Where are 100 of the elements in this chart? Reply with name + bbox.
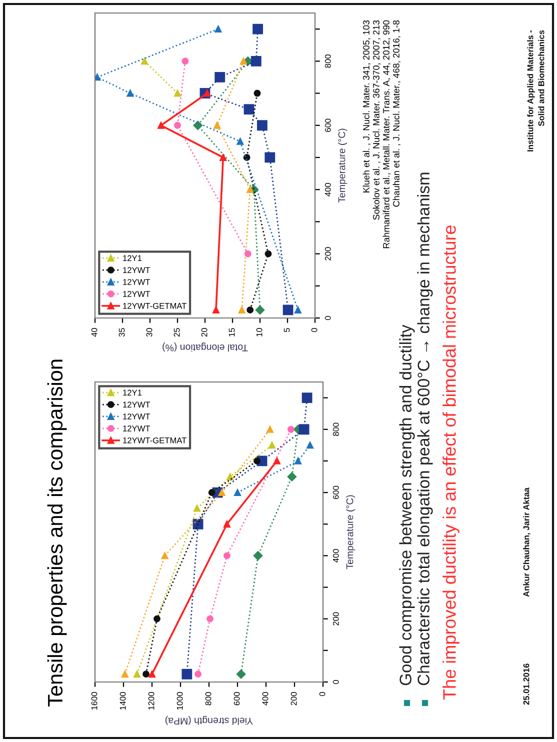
x-tick-label: 1600 [91, 692, 98, 710]
x-tick-label: 15 [228, 328, 235, 336]
x-tick-label: 1000 [176, 692, 183, 710]
point [302, 392, 312, 403]
y-tick-label: 600 [324, 118, 331, 132]
y-tick-label: 200 [324, 247, 331, 260]
point [294, 306, 302, 314]
point [208, 489, 216, 496]
legend-label: 12YWT [123, 426, 150, 432]
x-tick-label: 30 [146, 328, 152, 337]
legend-label: 12YWT-GETMAT [123, 437, 187, 444]
text: Good compromise between strength and ductility [399, 324, 415, 686]
point [306, 442, 314, 449]
text: Rahmanifard et al., Metall. Mater. Trans. A, 44, 2012, 990 [382, 20, 390, 248]
text: Sokolov et al. , J. Nucl. Mater. 367-370, 2007, 213 [372, 20, 380, 220]
point [154, 615, 160, 622]
text: Solid and Biomechanics [538, 30, 544, 126]
point [287, 472, 297, 482]
legend-label: 12Y1 [123, 255, 142, 262]
point [134, 670, 141, 678]
text: Klueh et al. , J. Nucl. Mater. 341, 2005, 103 [362, 20, 370, 192]
point [182, 668, 192, 680]
point [192, 518, 204, 530]
point [246, 306, 254, 314]
x-tick-label: 0 [319, 692, 326, 696]
text: The improved ductility is an effect of bimodal microstructure [442, 225, 460, 700]
point [246, 186, 254, 194]
text: 25.01.2016 [523, 664, 530, 705]
legend-label: 12Y1 [123, 390, 142, 396]
text: Tensile properties and its comparision [47, 360, 67, 707]
x-axis-title: Total elongation (%) [162, 342, 248, 352]
y-tick-label: 800 [324, 54, 331, 68]
x-tick-label: 10 [256, 328, 262, 336]
point [274, 457, 280, 464]
point [182, 58, 189, 65]
point [244, 104, 254, 115]
point [252, 24, 264, 34]
point [193, 120, 202, 130]
legend-label: 12YWT [123, 414, 150, 420]
point [121, 670, 128, 678]
point [298, 424, 310, 435]
x-tick-label: 0 [311, 328, 318, 332]
x-tick-label: 200 [290, 692, 297, 706]
point [253, 551, 263, 560]
point [212, 306, 220, 314]
point [244, 250, 252, 258]
x-tick-label: 40 [91, 328, 98, 337]
point [240, 58, 247, 65]
point [214, 26, 222, 33]
text: Characterstic total elongation peak at 600°C → change in mechanism [417, 172, 433, 686]
x-tick-label: 35 [118, 328, 125, 337]
legend-label: 12YWT [123, 291, 150, 297]
point [266, 426, 274, 433]
y-tick-label: 400 [332, 549, 339, 562]
text: Institute for Applied Materials - [527, 30, 535, 152]
x-tick-label: 20 [201, 328, 208, 337]
point [268, 442, 276, 449]
point [254, 457, 260, 464]
point [214, 72, 226, 82]
point [141, 58, 148, 65]
x-tick-label: 1400 [120, 692, 126, 710]
point [234, 489, 241, 496]
x-tick-label: 1200 [148, 692, 154, 710]
text: Chauhan et al. , J. Nucl. Mater., 468, 2016, 1-8 [392, 20, 400, 207]
point [95, 74, 101, 81]
y-tick-label: 400 [324, 182, 331, 196]
point [287, 426, 294, 433]
point [174, 90, 181, 97]
y-axis-title: Temperature (°C) [346, 495, 356, 570]
point [206, 615, 214, 622]
point [194, 504, 201, 512]
x-tick-label: 5 [284, 328, 290, 332]
x-tick-label: 600 [234, 692, 240, 706]
point [158, 122, 164, 129]
y-tick-label: 200 [332, 612, 339, 626]
x-tick-label: 800 [205, 692, 212, 706]
point [226, 473, 234, 480]
point [236, 138, 244, 145]
point [282, 304, 294, 316]
y-tick-label: 600 [332, 486, 339, 500]
legend-label: 12YWT [123, 402, 150, 408]
point [264, 250, 272, 258]
point [218, 489, 226, 496]
point [214, 122, 221, 129]
text: Ankur Chauhan, Jarir Aktaa [523, 488, 530, 597]
x-tick-label: 25 [174, 328, 180, 337]
y-axis-title: Temperature (°C) [338, 128, 348, 203]
y-tick-label: 0 [324, 316, 331, 320]
point [256, 120, 268, 131]
point [236, 669, 246, 679]
point [161, 552, 168, 560]
point [255, 305, 265, 315]
legend-label: 12YWT-GETMAT [123, 302, 187, 309]
legend-label: 12YWT [123, 267, 150, 273]
point [238, 306, 246, 314]
point [254, 90, 261, 97]
y-tick-label: 0 [332, 680, 339, 684]
x-axis-title: Yield strength (MPa) [165, 716, 253, 725]
point [264, 152, 276, 163]
x-tick-label: 400 [262, 692, 268, 706]
